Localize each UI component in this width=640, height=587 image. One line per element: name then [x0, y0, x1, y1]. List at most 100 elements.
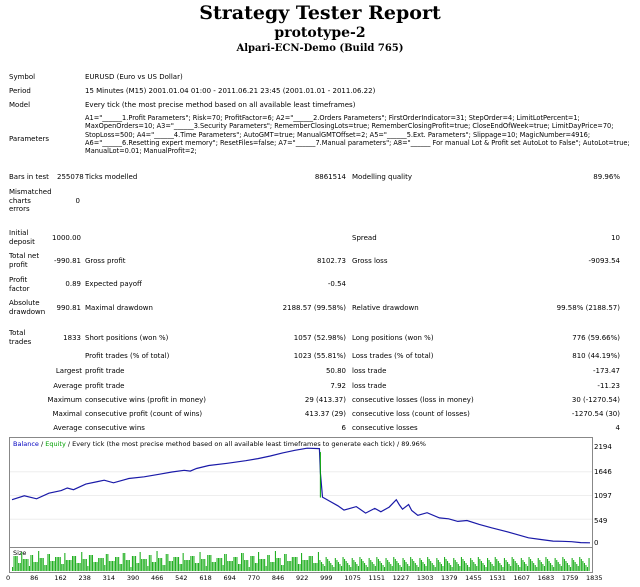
- size-bar: [15, 556, 17, 571]
- size-bar: [216, 558, 218, 571]
- size-bar: [274, 551, 276, 571]
- size-bar: [457, 564, 459, 571]
- size-bar: [328, 561, 330, 571]
- size-bar: [402, 558, 404, 571]
- balance-line: [11, 447, 591, 544]
- ticks-value: 8861514: [314, 173, 346, 181]
- size-bar: [161, 558, 163, 571]
- size-bar: [125, 560, 127, 571]
- size-bar: [548, 561, 550, 571]
- x-tick-label: 314: [102, 574, 116, 582]
- absolute-dd-value: 990.81: [56, 304, 82, 312]
- size-bar: [380, 563, 382, 571]
- size-bar: [551, 565, 553, 571]
- size-bar: [387, 560, 389, 571]
- size-bar: [18, 563, 20, 571]
- size-bar: [28, 566, 30, 571]
- size-bar: [357, 566, 359, 571]
- size-bar: [78, 563, 80, 571]
- size-bar: [50, 561, 52, 571]
- size-bar: [87, 566, 89, 571]
- size-bar: [118, 557, 120, 571]
- average-label: Average: [53, 382, 82, 390]
- symbol-value: EURUSD (Euro vs US Dollar): [85, 73, 183, 81]
- maximal-cons-loss-value: -1270.54 (30): [571, 410, 620, 418]
- size-bar: [373, 564, 375, 571]
- size-bar: [371, 562, 373, 571]
- size-bar: [342, 557, 344, 571]
- size-bar: [367, 567, 369, 571]
- size-bar: [233, 557, 235, 571]
- max-cons-wins-value: 29 (413.37): [304, 396, 346, 404]
- y-tick-label: 1646: [594, 468, 612, 476]
- size-bar: [576, 564, 578, 571]
- size-bar: [502, 567, 504, 571]
- size-bar: [523, 562, 525, 571]
- size-bar: [181, 564, 183, 571]
- size-bar: [384, 567, 386, 571]
- netprofit-value: -990.81: [53, 257, 81, 265]
- size-bar: [536, 567, 538, 571]
- legend-text: / Every tick (the most precise method ba…: [65, 440, 426, 448]
- size-bar: [388, 562, 390, 571]
- x-tick-label: 1759: [561, 574, 579, 582]
- size-bar: [130, 567, 132, 571]
- size-bar: [316, 563, 318, 571]
- size-bar: [483, 565, 485, 571]
- size-bar: [64, 553, 66, 571]
- size-bar: [25, 559, 27, 571]
- size-bar: [428, 559, 430, 571]
- average-profit-label: profit trade: [85, 382, 125, 390]
- size-bar: [325, 557, 327, 571]
- x-tick-label: 86: [30, 574, 39, 582]
- size-bar: [259, 559, 261, 571]
- size-bar: [293, 557, 295, 571]
- size-bar: [115, 557, 117, 571]
- largest-profit-label: profit trade: [85, 367, 125, 375]
- size-bar: [136, 563, 138, 571]
- size-bar: [348, 565, 350, 571]
- size-bar: [174, 557, 176, 571]
- size-bar: [153, 562, 155, 571]
- balance-line-plot: [10, 447, 592, 544]
- y-tick-label: 549: [594, 517, 608, 525]
- report-title: Strategy Tester Report: [199, 2, 441, 24]
- size-bar: [553, 567, 555, 571]
- size-bar: [93, 562, 95, 571]
- size-bar: [514, 561, 516, 571]
- size-bar: [45, 565, 47, 571]
- size-bar: [542, 564, 544, 571]
- size-bar: [284, 554, 286, 571]
- size-bar: [167, 554, 169, 571]
- size-bar: [138, 563, 140, 571]
- size-bar: [221, 558, 223, 571]
- size-bar: [354, 562, 356, 571]
- size-bar: [411, 559, 413, 571]
- size-bar: [296, 557, 298, 571]
- size-bar: [377, 559, 379, 571]
- size-bar: [302, 560, 304, 571]
- x-tick-label: 999: [320, 574, 333, 582]
- profit-trades-label: Profit trades (% of total): [85, 352, 170, 360]
- size-bar: [95, 562, 97, 571]
- size-bar: [559, 564, 561, 571]
- size-bar: [13, 556, 15, 571]
- size-bar: [156, 551, 158, 571]
- size-bar: [327, 559, 329, 571]
- size-bar: [422, 562, 424, 571]
- size-bar: [550, 563, 552, 571]
- size-bar: [107, 554, 109, 571]
- size-bar: [56, 557, 58, 571]
- size-bar: [282, 565, 284, 571]
- size-bar: [566, 563, 568, 571]
- expected-payoff-value: -0.54: [327, 280, 346, 288]
- size-bar: [505, 560, 507, 571]
- size-bar: [419, 558, 421, 571]
- long-value: 776 (59.66%): [572, 334, 620, 342]
- size-bar: [290, 561, 292, 571]
- size-bar: [557, 562, 559, 571]
- size-bar: [76, 563, 78, 571]
- size-bar: [176, 557, 178, 571]
- size-bar: [198, 563, 200, 571]
- model-label: Model: [9, 101, 31, 109]
